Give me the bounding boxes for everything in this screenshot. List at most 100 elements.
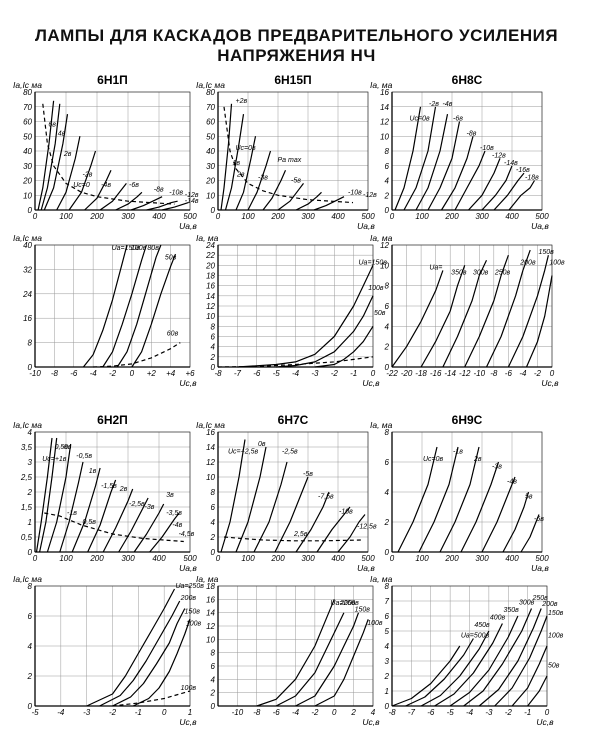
chart2-curve [224,114,245,211]
chart1-ytick-label: 10 [23,191,32,200]
chart3-ylabel: Ia, ма [370,80,393,90]
chart2-xtick-label: 0 [216,212,221,221]
chart1-ytick-label: 60 [23,118,32,127]
chart5-xlabel: Uc,в [362,378,380,388]
chart3-curve [415,113,449,211]
chart12-ytick-label: 0 [385,702,390,711]
chart8-xtick-label: 200 [270,554,285,563]
chart5-ytick-label: 16 [206,282,215,291]
chart12-curve-label: Ua=500в [461,633,490,640]
chart2-xtick-label: 400 [331,212,345,221]
chart1-curve [68,150,97,211]
chart10-ytick-label: 0 [28,702,33,711]
chart7-xtick-label: 100 [59,554,73,563]
chart9-curve [460,461,500,553]
chart12-curve [405,638,474,707]
chart1-ytick-label: 20 [22,177,32,186]
chart2-curve-label: Pa max [278,157,302,164]
chart8-xtick-label: 0 [216,554,221,563]
chart12-ytick-label: 3 [385,657,390,666]
chart1-curve [37,100,55,211]
chart5-ytick-label: 14 [206,292,215,301]
chart9-curve-label: -3в [492,464,502,471]
chart3-ytick-label: 4 [385,177,390,186]
chart4-xtick-label: -10 [29,369,41,378]
chart11-xtick-label: -10 [232,708,244,717]
chart3-tube-name: 6Н8С [452,73,483,87]
chart11-xtick-label: -2 [311,708,319,717]
chart2-ytick-label: 30 [206,162,215,171]
chart4-ytick-label: 16 [23,314,32,323]
chart3-curve [468,158,501,211]
chart5-xtick-label: -4 [292,369,300,378]
chart9-curve [397,446,438,553]
chart12-ytick-label: 5 [385,627,390,636]
chart11-ytick-label: 18 [206,582,215,591]
chart11-ytick-label: 14 [206,609,215,618]
chart1-curve-label: -4в [101,182,111,189]
chart5-xtick-label: -1 [350,369,357,378]
chart8-ytick-label: 14 [206,443,215,452]
chart7-ytick-label: 4 [28,428,33,437]
chart5-curve-label: 50в [374,310,386,317]
chart10-xtick-label: 0 [162,708,167,717]
chart7-curve [71,467,101,553]
chart7-curve-label: 1в [89,468,97,475]
chart7-curve-label: 0в [64,444,72,451]
chart4-xtick-label: +2 [147,369,157,378]
chart4-xtick-label: -4 [90,369,98,378]
chart1-curve [146,200,178,211]
chart7-curve-label: 3в [166,492,174,499]
chart3-curve-label: Uc=0в [410,116,431,123]
chart11-ytick-label: 12 [206,622,215,631]
chart5-curve-label: 100в [368,285,384,292]
chart11-curve-label: 150в [355,607,371,614]
chart10-ytick-label: 2 [27,672,33,681]
chart7-curve [133,503,165,553]
chart6-xtick-label: 0 [550,369,555,378]
chart10-xtick-label: -3 [83,708,91,717]
chart5-xtick-label: -7 [234,369,242,378]
chart6-ytick-label: 6 [385,302,390,311]
chart1-curve [115,191,143,211]
chart8-curve-label: Uc=+2,5в [228,449,258,456]
chart10-curve [99,600,181,707]
chart6-ytick-label: 12 [380,241,389,250]
chart6-curve [420,265,466,368]
chart8-ylabel: Ia,Ic ма [196,420,225,430]
chart12-ytick-label: 6 [385,612,390,621]
chart4-curve-label: Ua=150в [112,245,141,252]
chart12-curve-label: 450в [474,622,490,629]
chart10-xtick-label: -5 [31,708,39,717]
chart7-curve-label: 2в [119,486,128,493]
chart3-curve [427,121,461,211]
chart12-ytick-label: 1 [385,687,389,696]
chart9-curve [481,476,516,553]
chart6-ytick-label: 10 [380,261,389,270]
chart3-ytick-label: 2 [384,191,390,200]
chart3-curve-label: -14в [504,160,518,167]
chart4-ytick-label: 32 [23,265,32,274]
chart7-curve-label: -3в [145,504,155,511]
chart5-xtick-label: -2 [331,369,339,378]
chart4-curve-label: 60в [167,331,179,338]
chart6-xtick-label: -20 [401,369,413,378]
chart4-curve [131,253,177,368]
chart7-xtick-label: 300 [121,554,135,563]
chart11-curve [314,619,369,707]
chart3-xtick-label: 500 [535,212,549,221]
chart2-curve-label: -5в [291,177,301,184]
page-title-line1: ЛАМПЫ ДЛЯ КАСКАДОВ ПРЕДВАРИТЕЛЬНОГО УСИЛ… [34,26,559,45]
chart5-ylabel: Ia, ма [196,233,219,243]
chart6-curve-label: 350в [451,270,467,277]
chart6-xtick-label: -22 [386,369,398,378]
chart8-ytick-label: 4 [211,518,216,527]
chart6-xtick-label: -16 [430,369,442,378]
chart2-ytick-label: 70 [206,103,215,112]
chart7-curve [39,437,58,553]
chart5-ytick-label: 12 [206,302,215,311]
chart6-xtick-label: -14 [444,369,456,378]
page-title-line2: НАПРЯЖЕНИЯ НЧ [217,46,376,65]
chart3-ytick-label: 10 [380,132,389,141]
chart2-ytick-label: 60 [206,118,215,127]
